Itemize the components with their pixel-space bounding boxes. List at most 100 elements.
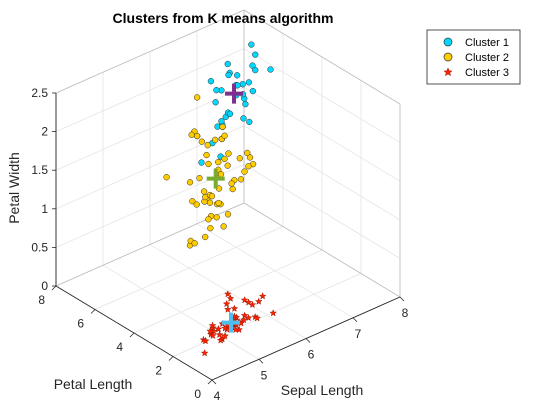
cluster-2-point [212, 136, 219, 144]
cluster-3-point [240, 295, 249, 304]
series-cluster-1 [198, 41, 274, 166]
cluster-3-point [200, 348, 209, 357]
centroid-cluster-1 [225, 83, 244, 104]
cluster-2-point [207, 225, 214, 232]
cluster-3-point [253, 314, 262, 322]
cluster-3-point [258, 292, 267, 300]
cluster-2-point [194, 94, 201, 101]
grid-line [55, 86, 245, 171]
x-tick-label: 5 [261, 368, 268, 382]
cluster-2-point [228, 180, 235, 187]
cluster-2-point [191, 240, 198, 247]
cluster-1-point [234, 72, 241, 79]
cluster-2-point [196, 174, 203, 182]
y-tick-label: 0 [194, 387, 201, 401]
cluster-1-point [239, 81, 246, 88]
cluster-2-point [221, 155, 228, 163]
legend-label-cluster-2: Cluster 2 [465, 52, 509, 64]
cluster-2-point [213, 214, 220, 221]
cluster-2-point [225, 150, 232, 157]
legend-label-cluster-3: Cluster 3 [465, 67, 509, 79]
cluster-1-point [226, 110, 234, 117]
grid-line [172, 273, 362, 357]
z-tick-label: 0 [41, 279, 48, 293]
x-tick-mark [399, 296, 405, 302]
cluster-3-point [240, 311, 249, 319]
cluster-1-point [245, 79, 253, 86]
legend-marker-cluster-1 [443, 37, 453, 47]
cluster-2-point [193, 201, 200, 208]
y-tick-label: 8 [38, 293, 45, 307]
cluster-1-point [246, 118, 253, 126]
x-axis-label: Sepal Length [281, 382, 364, 398]
legend-marker-cluster-2 [443, 52, 453, 62]
cluster-2-point [220, 223, 227, 230]
y-tick-mark [207, 379, 213, 385]
cluster-1-point [249, 87, 257, 95]
cluster-3-point [254, 297, 263, 305]
cluster-3-point [221, 331, 229, 340]
cluster-3-point [239, 315, 248, 324]
cluster-2-point [205, 160, 212, 168]
x-tick-mark [352, 317, 358, 323]
z-tick-label: 2 [41, 125, 48, 139]
cluster-2-point [217, 171, 225, 178]
cluster-2-point [241, 168, 248, 175]
back-right-floor-edge [243, 202, 401, 298]
cluster-2-point [203, 151, 210, 159]
cluster-1-point [240, 115, 247, 122]
z-axis-label: Petal Width [6, 152, 22, 224]
cluster-1-point [213, 86, 220, 94]
y-tick-label: 6 [77, 317, 84, 331]
back-top-edge-y [243, 9, 401, 105]
cluster-2-point [194, 132, 201, 140]
cluster-2-point [219, 123, 226, 130]
cluster-1-point [248, 41, 255, 48]
legend-box [426, 29, 521, 85]
legend-marker-cluster-3 [443, 67, 453, 77]
centroid-cluster-2 [206, 168, 225, 189]
y-tick-mark [129, 332, 135, 338]
cluster-2-point [201, 188, 208, 195]
cluster-2-point [245, 163, 252, 170]
cluster-2-point [163, 174, 170, 181]
cluster-2-point [215, 158, 222, 166]
z-tick-label: 2.5 [31, 86, 48, 100]
cluster-2-point [186, 179, 194, 186]
grid-line [243, 48, 401, 143]
cluster-1-point [267, 66, 274, 73]
grid-line [243, 86, 401, 182]
plot-area [163, 41, 278, 357]
x-tick-label: 7 [355, 327, 362, 341]
cluster-2-point [229, 185, 236, 193]
x-tick-mark [258, 358, 264, 364]
cluster-2-point [221, 132, 228, 139]
cluster-1-point [218, 118, 225, 125]
back-top-edge-x [55, 9, 245, 94]
chart-title: Clusters from K means algorithm [113, 10, 334, 26]
cluster-2-point [205, 216, 212, 223]
cluster-3-point [223, 289, 232, 298]
y-tick-mark [168, 356, 174, 361]
grid-line [94, 226, 284, 310]
cluster-2-point [198, 138, 206, 145]
z-tick-label: 1.5 [31, 163, 48, 177]
cluster-1-point [207, 78, 215, 85]
cluster-2-point [206, 199, 214, 206]
cluster-2-point [237, 176, 245, 183]
y-tick-label: 2 [155, 364, 162, 378]
axes-box [51, 9, 405, 385]
grid-line [243, 125, 401, 221]
cluster-2-point [208, 193, 216, 200]
y-tick-label: 4 [116, 340, 123, 354]
cluster-2-point [224, 211, 232, 218]
cluster-3-point [209, 323, 217, 332]
y-tick-mark [90, 309, 96, 314]
z-tick-label: 1 [41, 202, 48, 216]
cluster-2-point [188, 131, 195, 138]
cluster-3-point [214, 325, 223, 333]
cluster-1-point [252, 51, 259, 58]
cluster-3-point [221, 324, 229, 332]
cluster-1-point [212, 99, 219, 106]
